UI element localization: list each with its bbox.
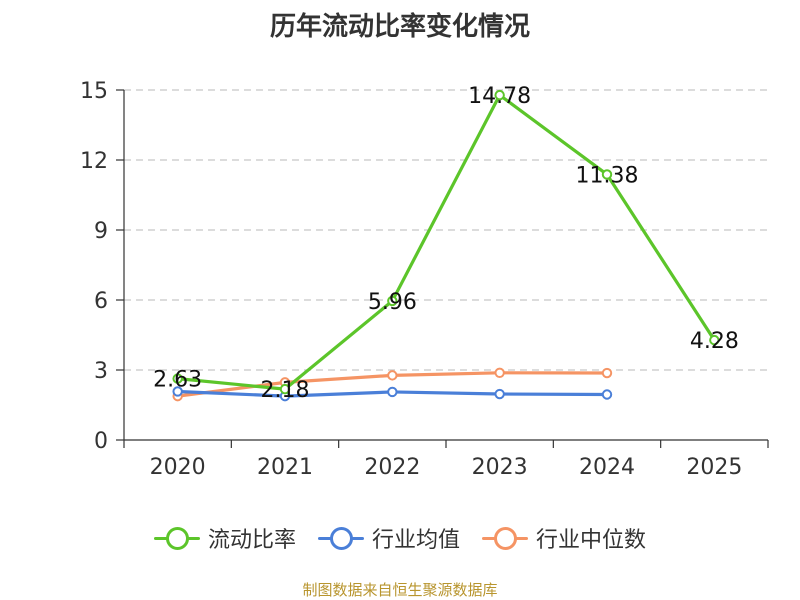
data-label: 14.78 bbox=[468, 84, 531, 109]
data-label: 11.38 bbox=[576, 163, 639, 188]
data-label-layer: 2.63 2.18 5.96 14.78 11.38 4.28 bbox=[153, 84, 739, 403]
chart-title: 历年流动比率变化情况 bbox=[269, 12, 530, 42]
x-tick-label: 2023 bbox=[472, 455, 528, 480]
data-point bbox=[601, 169, 613, 180]
data-point bbox=[494, 89, 505, 101]
data-point bbox=[601, 389, 613, 400]
legend-label: 行业中位数 bbox=[536, 528, 647, 553]
x-tick-label: 2020 bbox=[150, 455, 206, 480]
legend: 流动比率 行业均值 行业中位数 bbox=[0, 518, 800, 558]
data-point bbox=[172, 373, 183, 384]
data-point bbox=[709, 334, 720, 346]
y-tick-label: 6 bbox=[94, 289, 108, 314]
data-point bbox=[387, 295, 398, 307]
data-label: 5.96 bbox=[368, 290, 417, 315]
data-label: 4.28 bbox=[690, 329, 739, 354]
x-tick-label: 2024 bbox=[579, 455, 635, 480]
data-point bbox=[494, 388, 505, 400]
legend-swatch-icon bbox=[317, 526, 364, 550]
legend-item-2[interactable]: 行业中位数 bbox=[482, 522, 646, 554]
data-label: 2.18 bbox=[261, 378, 310, 403]
legend-item-0[interactable]: 流动比率 bbox=[153, 522, 296, 554]
source-note: 制图数据来自恒生聚源数据库 bbox=[302, 581, 498, 599]
x-tick-label: 2021 bbox=[257, 455, 313, 480]
y-tick-label: 15 bbox=[80, 79, 108, 104]
data-point bbox=[279, 383, 291, 395]
series-line-0 bbox=[177, 93, 716, 391]
data-point bbox=[172, 386, 183, 397]
legend-swatch-icon bbox=[153, 526, 200, 550]
y-tick-label: 3 bbox=[94, 359, 108, 384]
legend-label: 流动比率 bbox=[207, 528, 296, 553]
y-tick-label: 9 bbox=[94, 219, 108, 244]
y-tick-label: 12 bbox=[80, 149, 108, 174]
grid-layer bbox=[124, 89, 768, 371]
legend-item-1[interactable]: 行业均值 bbox=[317, 522, 460, 554]
legend-label: 行业均值 bbox=[371, 528, 460, 553]
x-tick-label: 2022 bbox=[364, 455, 420, 480]
series-layer bbox=[172, 89, 720, 402]
x-tick-label: 2025 bbox=[686, 455, 742, 480]
data-label: 2.63 bbox=[153, 368, 202, 393]
data-point bbox=[387, 386, 398, 398]
data-point bbox=[601, 367, 613, 379]
legend-swatch-icon bbox=[482, 526, 528, 550]
axis-layer: 0 3 6 9 12 15 2020 2021 2022 2023 2024 2025 bbox=[80, 79, 769, 480]
y-tick-label: 0 bbox=[94, 429, 108, 454]
data-point bbox=[494, 367, 505, 378]
data-point bbox=[387, 370, 398, 381]
